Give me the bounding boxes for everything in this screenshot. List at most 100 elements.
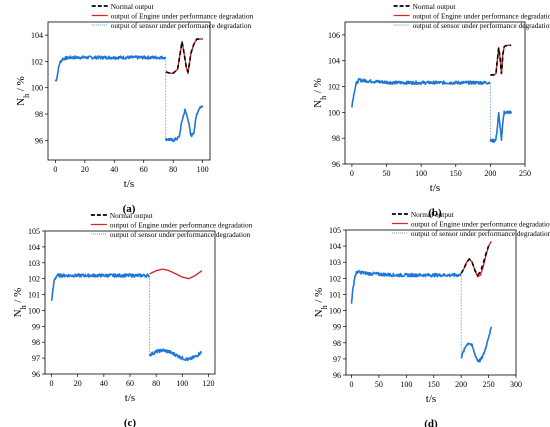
x-tick-label: 40 [110, 165, 118, 174]
y-tick-label: 106 [328, 31, 340, 40]
x-tick-label: 50 [375, 380, 383, 389]
legend-entry: output of Engine under performance degra… [413, 12, 550, 21]
series-sensor-line [460, 326, 493, 363]
y-tick-label: 100 [31, 84, 43, 93]
y-tick-label: 101 [28, 291, 40, 300]
legend-entry: Normal output [413, 2, 456, 11]
legend-entry: Normal output [111, 2, 154, 11]
y-tick-label: 97 [333, 355, 341, 364]
y-tick-label: 96 [32, 370, 40, 379]
legend-entry: output of sensor under performance degra… [411, 229, 550, 238]
panel-label: (c) [124, 417, 137, 427]
y-tick-label: 104 [31, 31, 43, 40]
legend-entry: output of sensor under performance degra… [413, 21, 550, 30]
x-tick-label: 300 [510, 380, 522, 389]
y-tick-label: 97 [32, 354, 40, 363]
y-tick-label: 104 [28, 243, 40, 252]
panel-label: (b) [428, 207, 442, 219]
legend-entry: Normal output [110, 211, 153, 220]
y-tick-label: 96 [332, 160, 340, 169]
y-tick-label: 100 [329, 307, 341, 316]
series-normal-line [165, 38, 203, 75]
x-tick-label: 80 [152, 379, 160, 388]
y-axis-label: Nh / % [12, 288, 28, 318]
x-tick-label: 100 [400, 380, 412, 389]
series-normal-line [490, 44, 512, 76]
x-tick-label: 60 [140, 165, 148, 174]
legend-entry: output of sensor under performance degra… [110, 230, 251, 239]
panel-c: 0 20 40 60 80 100 120 96 97 98 99 100 101 102 103 104 10… [12, 211, 253, 427]
legend-entry: output of Engine under performance degra… [111, 12, 254, 21]
panel-label: (d) [424, 418, 438, 427]
series-sensor-line [489, 110, 512, 143]
series-sensor-line [54, 55, 166, 82]
series-sensor-line [350, 269, 462, 304]
y-tick-label: 104 [328, 57, 340, 66]
series-sensor-line [351, 77, 491, 108]
y-tick-label: 98 [32, 338, 40, 347]
plot-frame [47, 21, 211, 161]
x-axis-label: t/s [426, 393, 436, 405]
plot-frame [44, 230, 216, 375]
y-tick-label: 105 [329, 226, 341, 235]
series-sensor-line [148, 348, 203, 362]
panel-d: 0 50 100 150 200 250 300 96 97 98 99 100 101 102 103 10… [313, 210, 550, 427]
y-tick-label: 105 [28, 227, 40, 236]
y-axis-label: Nh / % [312, 78, 328, 108]
y-tick-label: 99 [333, 323, 341, 332]
y-tick-label: 96 [35, 136, 43, 145]
panel-a: 0 20 40 60 80 100 96 98 100 102 104 t/s Nh / % (a) Nor… [15, 2, 254, 215]
x-tick-label: 50 [383, 169, 391, 178]
y-tick-label: 99 [32, 322, 40, 331]
y-tick-label: 102 [328, 83, 340, 92]
y-tick-label: 98 [333, 339, 341, 348]
y-tick-label: 102 [28, 275, 40, 284]
series-normal-line [460, 245, 490, 277]
x-tick-label: 0 [53, 165, 57, 174]
x-tick-label: 100 [415, 169, 427, 178]
x-tick-label: 100 [197, 165, 209, 174]
y-tick-label: 101 [329, 290, 341, 299]
x-tick-label: 150 [428, 380, 440, 389]
x-axis-label: t/s [430, 182, 440, 194]
y-tick-label: 103 [329, 258, 341, 267]
y-axis-label: Nh / % [313, 288, 329, 318]
y-axis-label: Nh / % [15, 76, 31, 106]
legend-entry: output of sensor under performance degra… [111, 21, 252, 30]
plot-area [54, 38, 204, 143]
x-tick-label: 150 [450, 169, 462, 178]
x-axis-label: t/s [125, 392, 135, 404]
x-tick-label: 0 [350, 169, 354, 178]
y-tick-label: 102 [31, 57, 43, 66]
x-tick-label: 80 [169, 165, 177, 174]
series-sensor-line [50, 273, 150, 301]
legend-entry: Normal output [411, 210, 454, 219]
y-tick-label: 102 [329, 274, 341, 283]
x-tick-label: 0 [349, 380, 353, 389]
panel-label: (a) [123, 203, 136, 215]
y-tick-label: 100 [28, 306, 40, 315]
x-axis-label: t/s [124, 178, 134, 190]
y-tick-label: 100 [328, 108, 340, 117]
x-tick-label: 20 [74, 379, 82, 388]
x-tick-label: 200 [484, 169, 496, 178]
x-tick-label: 200 [455, 380, 467, 389]
y-tick-label: 104 [329, 242, 341, 251]
x-tick-label: 100 [176, 379, 188, 388]
series-sensor-line [165, 105, 204, 143]
plot-frame [345, 229, 517, 376]
x-tick-label: 20 [81, 165, 89, 174]
x-tick-label: 60 [126, 379, 134, 388]
x-tick-label: 120 [202, 379, 214, 388]
legend-entry: output of Engine under performance degra… [110, 221, 253, 230]
legend-entry: output of Engine under performance degra… [411, 220, 550, 229]
y-tick-label: 96 [333, 371, 341, 380]
y-tick-label: 98 [35, 110, 43, 119]
x-tick-label: 250 [519, 169, 531, 178]
plot-frame [344, 21, 526, 165]
plot-area [351, 44, 512, 143]
x-tick-label: 40 [100, 379, 108, 388]
y-tick-label: 98 [332, 134, 340, 143]
y-tick-label: 103 [28, 259, 40, 268]
